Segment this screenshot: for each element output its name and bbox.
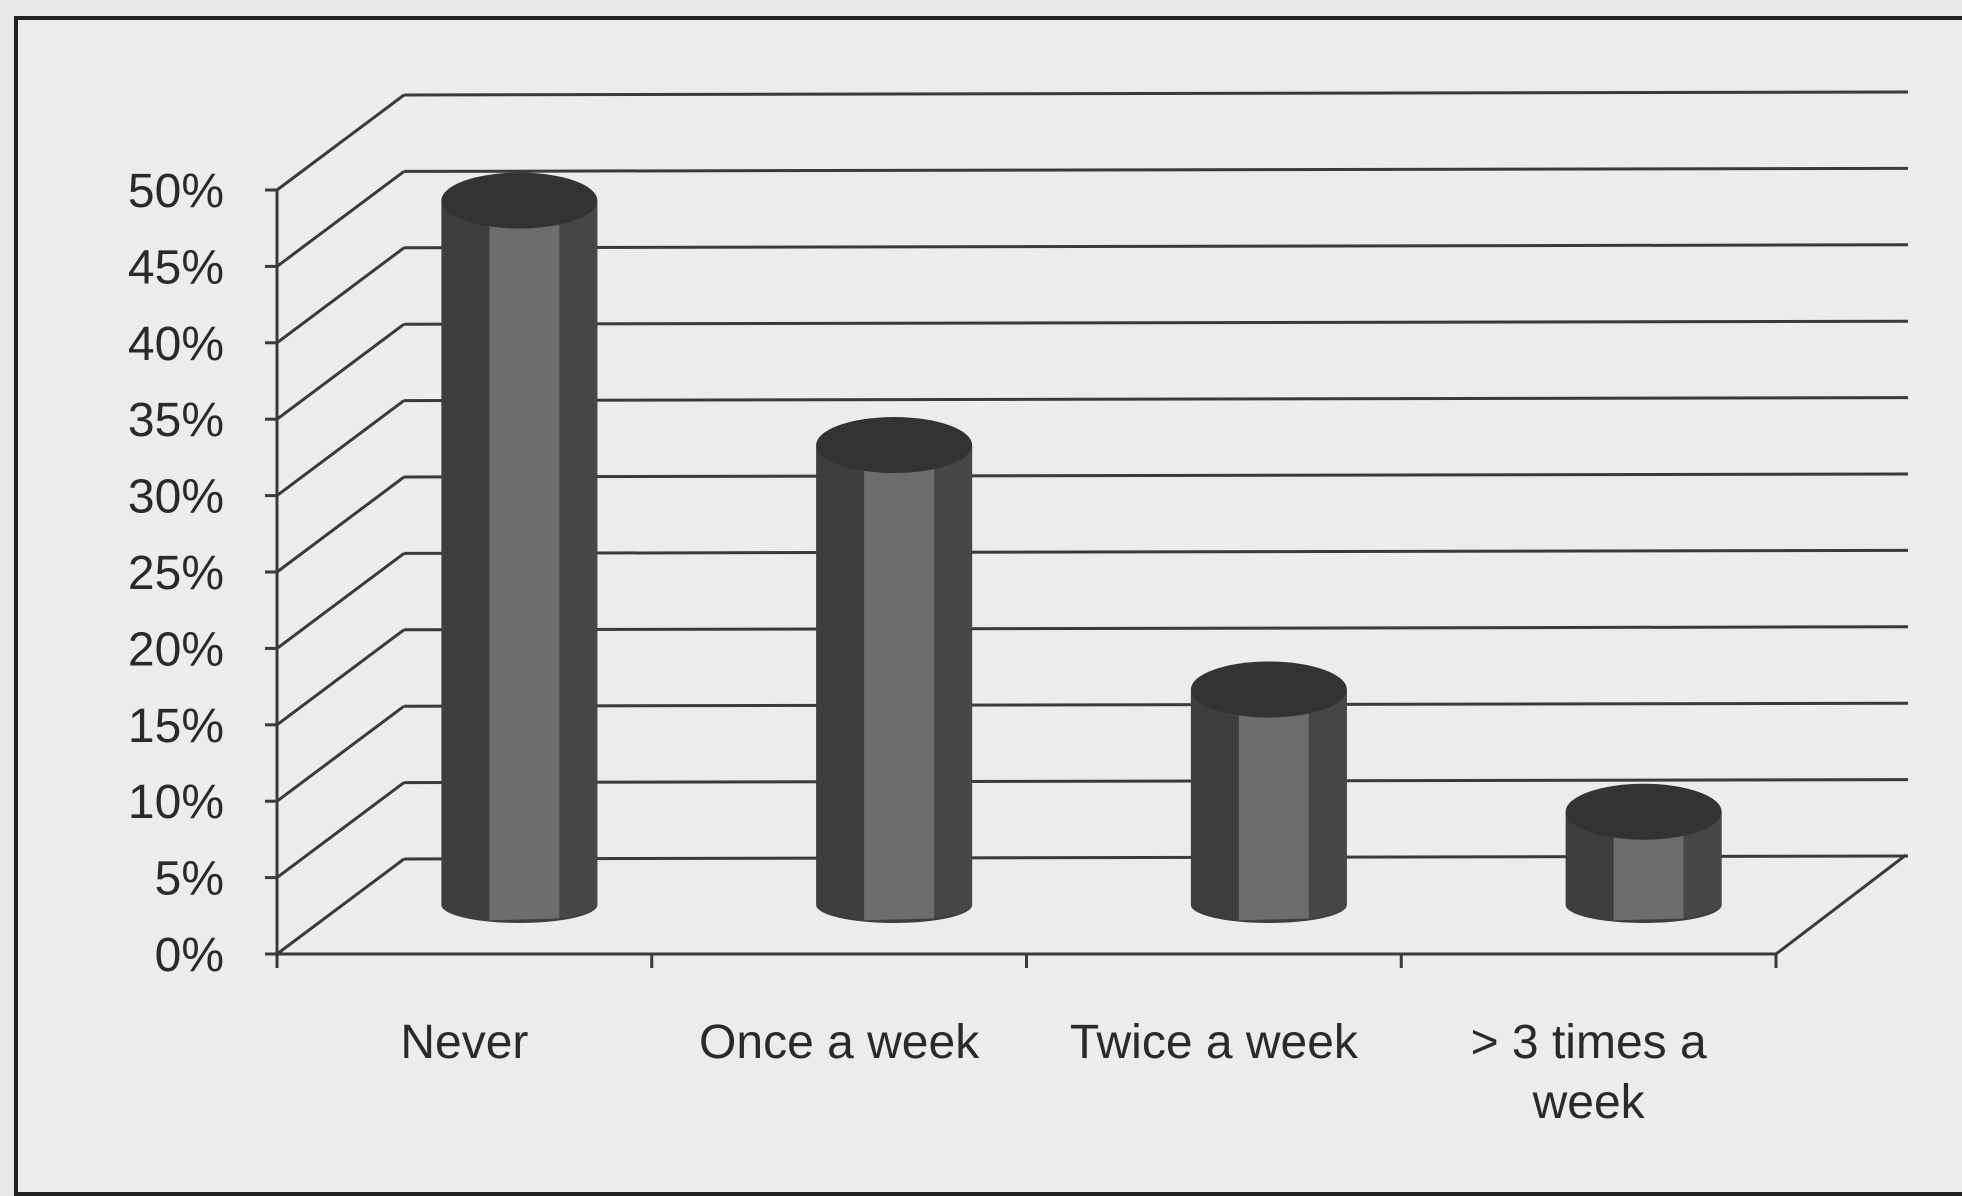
bar-top [816, 417, 973, 474]
gridline [403, 166, 1909, 173]
gridline-side [276, 246, 405, 345]
gridline-side [276, 628, 405, 727]
gridline [403, 625, 1909, 632]
gridline [403, 243, 1909, 250]
y-tick-label: 30% [128, 471, 224, 524]
bar-highlight [864, 451, 935, 921]
bar-shade [1683, 811, 1722, 919]
y-axis-tick-labels: 0% 5% 10% 15% 20% 25% 30% 35% 40% 45% 50% [128, 165, 224, 982]
x-category-label: > 3 times a [1471, 1016, 1707, 1069]
x-category-label: Never [400, 1016, 528, 1069]
floor-right-edge [1775, 853, 1907, 956]
gridline-side [276, 93, 405, 192]
y-tick-label: 20% [128, 623, 224, 676]
bar-3 [1190, 661, 1347, 923]
gridline-side [276, 399, 405, 497]
bar-4 [1565, 783, 1722, 923]
bar-2 [816, 417, 973, 923]
bar-highlight [1613, 817, 1684, 921]
bar-shade [934, 445, 973, 919]
x-category-label: Once a week [699, 1016, 980, 1069]
gridlines [276, 90, 1909, 879]
bar-top [1190, 661, 1347, 718]
gridline-side [276, 704, 405, 803]
bar-shade [1308, 689, 1347, 919]
bar-highlight [1238, 695, 1309, 921]
y-tick-label: 10% [128, 776, 224, 829]
gridline [403, 396, 1909, 403]
gridline-side [276, 475, 405, 574]
y-tick-label: 45% [128, 241, 224, 294]
gridline [403, 319, 1909, 326]
gridline [403, 701, 1909, 708]
y-tick-label: 40% [128, 318, 224, 371]
gridline-side [276, 552, 405, 650]
gridline-side [276, 781, 405, 879]
x-category-label: week [1532, 1076, 1646, 1129]
bars [441, 172, 1722, 923]
y-tick-label: 50% [128, 165, 224, 218]
floor-left-edge [276, 857, 405, 956]
gridline [403, 778, 1909, 785]
y-tick-label: 35% [128, 394, 224, 447]
x-axis-category-labels: Never Once a week Twice a week > 3 times a w… [400, 1016, 1707, 1129]
gridline [403, 472, 1909, 479]
bar-highlight [489, 206, 560, 921]
y-tick-label: 5% [155, 853, 224, 906]
chart-frame [14, 16, 1962, 1196]
bar-1 [441, 172, 598, 923]
gridline-side [276, 322, 405, 421]
bar-shade [559, 200, 598, 919]
bar-top [1565, 783, 1722, 840]
y-tick-label: 0% [155, 929, 224, 982]
gridline [403, 90, 1909, 97]
y-tick-label: 15% [128, 700, 224, 753]
gridline-side [276, 170, 405, 268]
bar-top [441, 172, 598, 229]
x-category-label: Twice a week [1070, 1016, 1359, 1069]
y-tick-label: 25% [128, 547, 224, 600]
gridline [403, 548, 1909, 555]
